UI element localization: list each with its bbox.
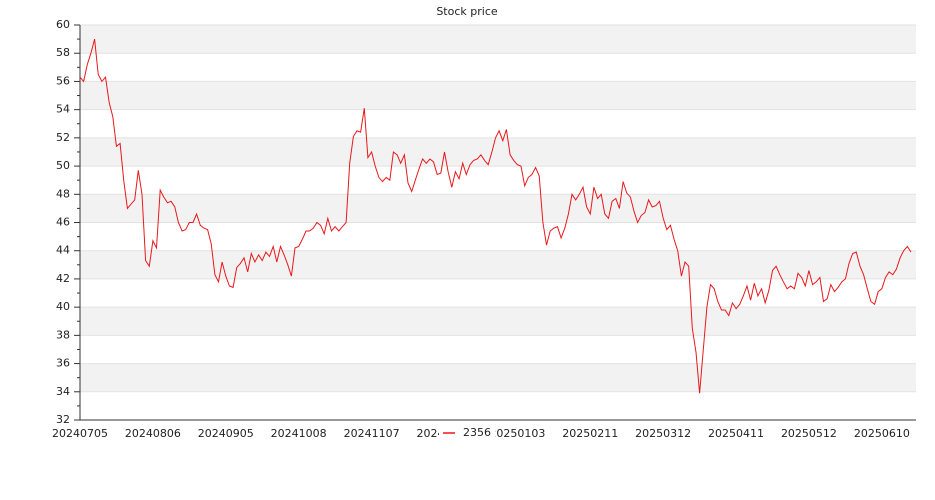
y-tick-label: 58 (56, 46, 70, 59)
y-tick-label: 54 (56, 103, 70, 116)
y-tick-label: 56 (56, 74, 70, 87)
grid-band (80, 137, 916, 167)
y-tick-label: 50 (56, 159, 70, 172)
x-tick-label: 20250610 (854, 427, 910, 440)
y-tick-label: 48 (56, 187, 70, 200)
y-tick-label: 34 (56, 385, 70, 398)
x-tick-label: 20240705 (52, 427, 108, 440)
grid-band (80, 307, 916, 336)
chart-title: Stock price (436, 5, 498, 18)
y-tick-label: 52 (56, 131, 70, 144)
y-tick-label: 32 (56, 413, 70, 426)
grid-band (80, 81, 916, 110)
legend-label: 2356 (463, 426, 491, 439)
legend-bg (439, 425, 495, 441)
x-tick-label: 20250411 (708, 427, 764, 440)
y-tick-label: 38 (56, 328, 70, 341)
x-tick-label: 20250103 (489, 427, 545, 440)
y-tick-label: 36 (56, 357, 70, 370)
grid-band (80, 25, 916, 54)
x-tick-label: 20250312 (635, 427, 691, 440)
y-tick-label: 44 (56, 244, 70, 257)
grid-band (80, 194, 916, 223)
series-line (79, 38, 912, 394)
x-tick-label: 20250512 (781, 427, 837, 440)
x-tick-label: 20240905 (198, 427, 254, 440)
y-tick-label: 60 (56, 18, 70, 31)
x-tick-label: 20250211 (562, 427, 618, 440)
x-tick-label: 20241107 (344, 427, 400, 440)
y-tick-label: 46 (56, 216, 70, 229)
y-tick-label: 42 (56, 272, 70, 285)
x-tick-label: 20240806 (125, 427, 181, 440)
y-tick-label: 40 (56, 300, 70, 313)
x-tick-label: 20241008 (271, 427, 327, 440)
grid-band (80, 250, 916, 279)
grid-band (80, 363, 916, 392)
